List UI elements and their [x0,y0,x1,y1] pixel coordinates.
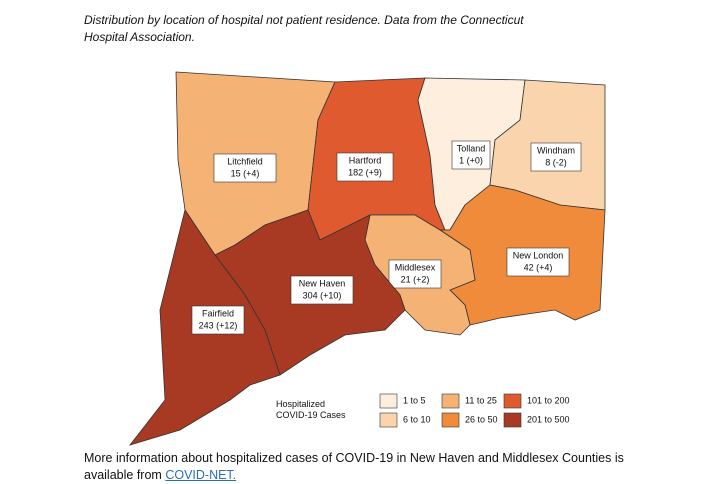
county-stat: 243 (+12) [199,320,238,330]
map: Litchfield 15 (+4) Hartford 182 (+9) Tolland… [128,71,606,446]
county-name: New London [513,250,564,260]
county-stat: 1 (+0) [459,155,483,165]
county-stat: 182 (+9) [348,167,382,177]
county-name: Fairfield [202,308,234,318]
county-name: Middlesex [395,262,436,272]
county-label-box [213,153,277,183]
county-label-box [451,140,491,170]
county-label-box [506,247,570,277]
legend-swatch [441,412,460,428]
legend-swatch [503,393,522,409]
county-label-box [336,152,394,182]
county-name: New Haven [299,278,346,288]
legend-swatch [503,412,522,428]
footer: More information about hospitalized case… [84,450,624,484]
county-stat: 304 (+10) [303,290,342,300]
legend-label: 1 to 5 [403,395,426,405]
county-stat: 42 (+4) [524,262,553,272]
legend-title: Hospitalized COVID-19 Cases [276,399,346,420]
county-label-box [388,259,442,289]
county-label-box [530,142,582,172]
legend-label: 201 to 500 [527,414,570,424]
legend-label: 6 to 10 [403,414,431,424]
county-name: Litchfield [227,156,263,166]
footer-link[interactable]: COVID-NET. [165,468,237,482]
legend-label: 11 to 25 [465,395,497,405]
legend-swatch [441,393,460,409]
county-label-box [290,275,354,305]
county-label-box [191,305,245,335]
county-name: Windham [537,145,575,155]
county-stat: 21 (+2) [401,274,430,284]
footer-text: More information about hospitalized case… [84,451,624,482]
county-name: Tolland [457,143,486,153]
county-name: Hartford [349,155,382,165]
county-stat: 8 (-2) [545,157,567,167]
legend-swatch [379,393,398,409]
legend-swatch [379,412,398,428]
subtitle: Distribution by location of hospital not… [84,13,524,44]
legend-label: 101 to 200 [527,395,570,405]
county-stat: 15 (+4) [231,168,260,178]
legend-label: 26 to 50 [465,414,498,424]
